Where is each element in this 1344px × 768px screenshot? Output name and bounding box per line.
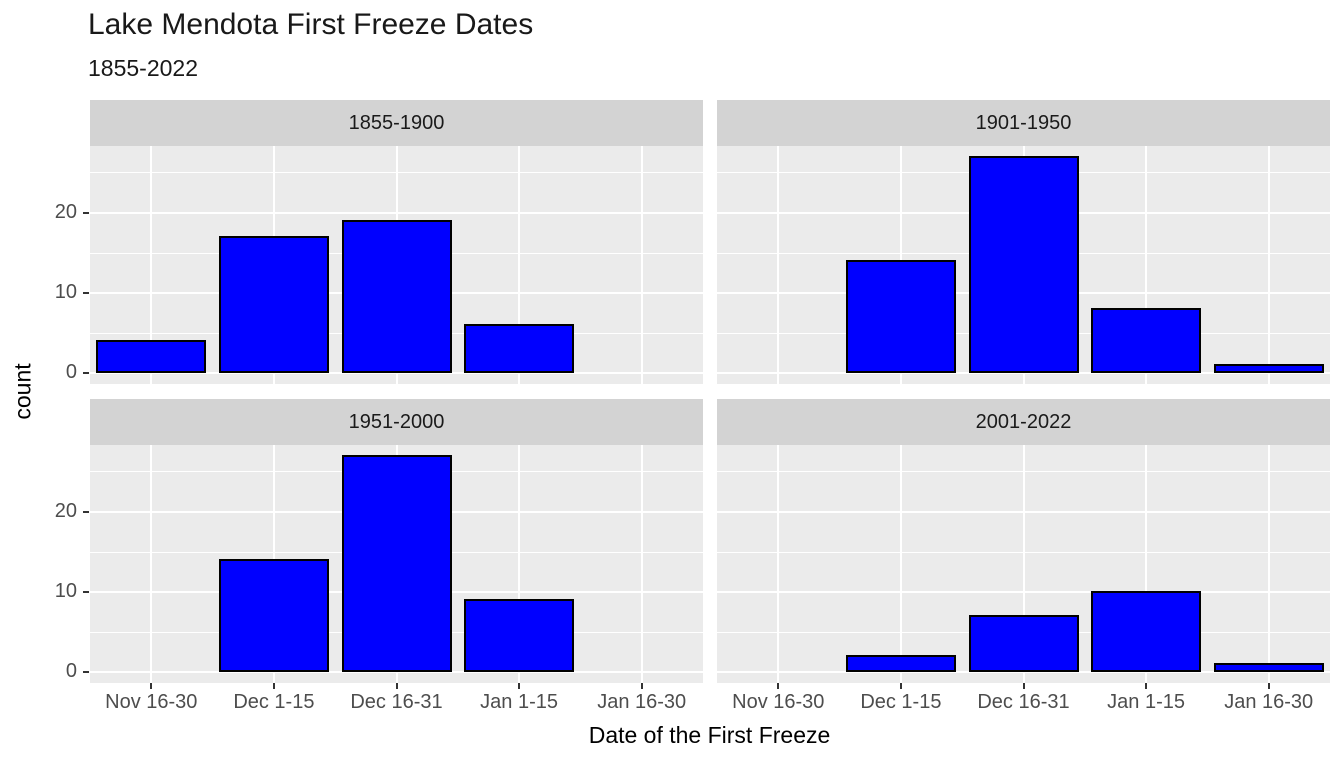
bar xyxy=(218,236,329,374)
facet-strip-label: 1951-2000 xyxy=(348,410,445,433)
x-tick xyxy=(272,683,275,689)
y-axis-title: count xyxy=(9,363,36,420)
y-tick xyxy=(83,510,89,513)
x-tick-label: Jan 16-30 xyxy=(1224,691,1314,713)
x-tick-label: Jan 1-15 xyxy=(1107,691,1186,713)
bar xyxy=(218,559,329,673)
facet-strip-label: 2001-2022 xyxy=(975,410,1072,433)
gridline-major-v xyxy=(1267,146,1270,384)
gridline-major-v xyxy=(1145,146,1148,384)
bar xyxy=(968,615,1079,673)
x-tick xyxy=(1022,683,1025,689)
bar xyxy=(845,655,956,673)
facet-panel xyxy=(90,146,703,384)
x-tick-label: Nov 16-30 xyxy=(105,691,198,713)
chart-subtitle: 1855-2022 xyxy=(88,55,198,81)
gridline-major-v xyxy=(1267,445,1270,683)
y-tick xyxy=(83,372,89,375)
y-tick-label: 0 xyxy=(65,361,77,384)
gridline-major-v xyxy=(899,445,902,683)
x-tick-label: Dec 16-31 xyxy=(350,691,443,713)
gridline-major-v xyxy=(640,146,643,384)
bar xyxy=(845,260,956,374)
bar xyxy=(1091,308,1202,374)
x-tick xyxy=(1267,683,1270,689)
x-tick-label: Dec 1-15 xyxy=(860,691,942,713)
y-tick-label: 20 xyxy=(54,499,77,522)
facet-strip-label: 1901-1950 xyxy=(975,111,1072,134)
gridline-major-v xyxy=(150,146,153,384)
y-tick-label: 10 xyxy=(54,580,77,602)
x-tick-label: Dec 16-31 xyxy=(977,691,1070,713)
bar xyxy=(1213,364,1324,374)
x-tick-label: Nov 16-30 xyxy=(732,691,825,713)
y-tick xyxy=(83,591,89,593)
x-tick-label: Jan 1-15 xyxy=(480,691,559,713)
bar xyxy=(341,454,452,673)
facet-strip: 1951-2000 xyxy=(90,399,703,445)
gridline-major-v xyxy=(1145,445,1148,683)
x-tick xyxy=(899,683,902,689)
facet-strip: 2001-2022 xyxy=(717,399,1330,445)
gridline-major-v xyxy=(150,445,153,683)
facet-panel xyxy=(717,445,1330,683)
gridline-major-v xyxy=(518,146,521,384)
facet-panel xyxy=(90,445,703,683)
bar xyxy=(96,340,207,374)
facet-strip: 1901-1950 xyxy=(717,100,1330,146)
bar xyxy=(464,324,575,374)
y-tick-label: 0 xyxy=(65,660,77,683)
chart-title: Lake Mendota First Freeze Dates xyxy=(88,8,534,41)
y-tick xyxy=(83,211,89,214)
x-tick xyxy=(1145,683,1148,689)
gridline-major-v xyxy=(1022,445,1025,683)
y-tick-label: 20 xyxy=(54,200,77,223)
bar xyxy=(1213,663,1324,673)
gridline-major-v xyxy=(640,445,643,683)
bar xyxy=(1091,591,1202,673)
bar xyxy=(341,219,452,374)
bar xyxy=(968,155,1079,374)
x-tick xyxy=(777,683,780,689)
facet-strip: 1855-1900 xyxy=(90,100,703,146)
x-axis-title: Date of the First Freeze xyxy=(588,722,831,748)
gridline-major-v xyxy=(777,146,780,384)
gridline-major-v xyxy=(777,445,780,683)
x-tick-label: Dec 1-15 xyxy=(233,691,315,713)
gridline-major-v xyxy=(518,445,521,683)
x-tick xyxy=(395,683,398,689)
bar xyxy=(464,599,575,673)
y-tick xyxy=(83,292,89,294)
x-tick xyxy=(640,683,643,689)
facet-panel xyxy=(717,146,1330,384)
facet-strip-label: 1855-1900 xyxy=(348,111,445,134)
x-tick-label: Jan 16-30 xyxy=(597,691,687,713)
x-tick xyxy=(150,683,153,689)
y-tick xyxy=(83,671,89,674)
y-tick-label: 10 xyxy=(54,281,77,303)
x-tick xyxy=(518,683,521,689)
